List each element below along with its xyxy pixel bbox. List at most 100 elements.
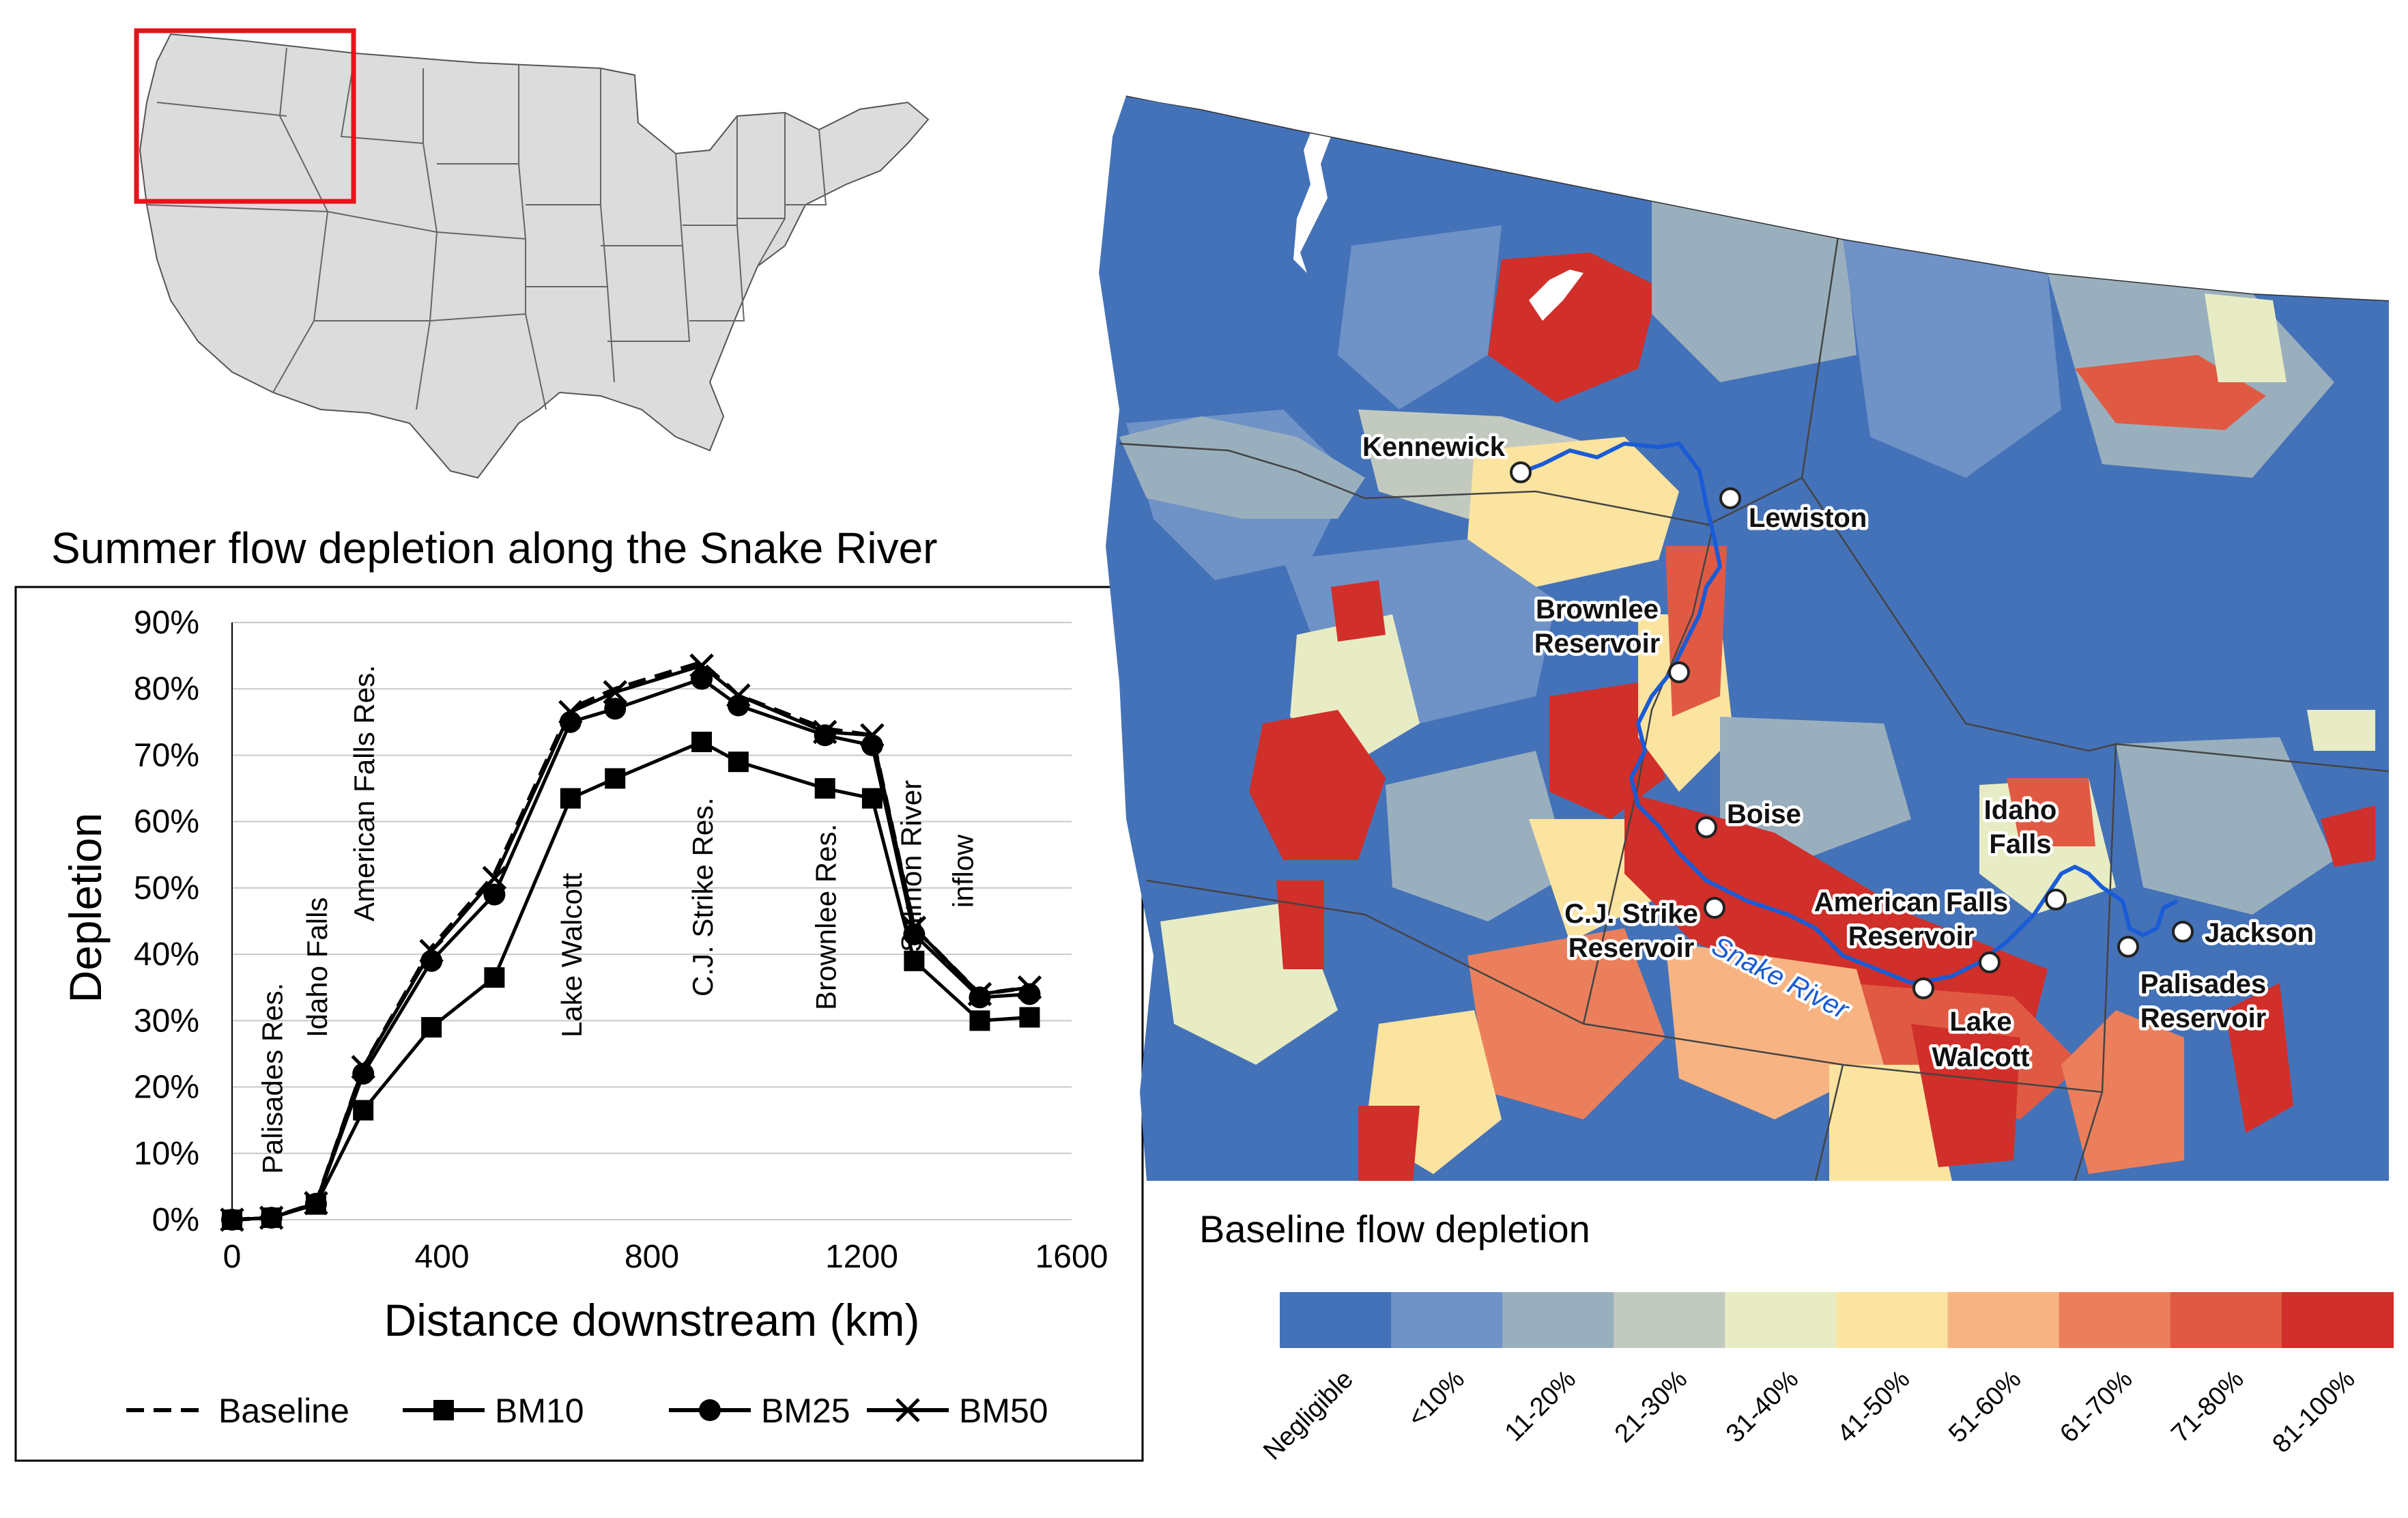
chart-panel-frame: [14, 586, 1144, 1462]
y-tick-label: 80%: [134, 671, 199, 707]
data-point: [421, 1017, 442, 1038]
regional-depletion-map: [1099, 96, 2389, 1181]
patch-red-north: [1488, 253, 1659, 403]
color-swatch: [2170, 1292, 2282, 1348]
data-point: [726, 683, 751, 708]
event-label: C.J. Strike Res.: [687, 797, 719, 997]
legend-entry: Baseline: [218, 1392, 349, 1430]
patch-71-80-idaho-falls: [2007, 778, 2095, 846]
data-point: [304, 1190, 328, 1216]
place-label: American Falls: [1814, 887, 2009, 917]
place-dot: [1979, 951, 2001, 973]
map-border-mt-wy: [2115, 743, 2389, 773]
x-tick-label: 1200: [825, 1239, 898, 1275]
place-cj_strike: C.J. Strike Reservoir: [1562, 896, 1725, 966]
y-tick-label: 70%: [134, 737, 199, 773]
data-point: [969, 986, 991, 1009]
puget-sound-water: [1293, 116, 1331, 273]
color-category-label: <10%: [1403, 1365, 1470, 1433]
color-swatch: [1725, 1292, 1837, 1348]
x-tick-label: 800: [625, 1239, 679, 1275]
legend-entry: BM25: [761, 1392, 850, 1430]
data-point: [967, 982, 992, 1007]
legend-marker: [699, 1399, 721, 1421]
color-swatch: [1391, 1292, 1504, 1348]
place-boise: Boise: [1695, 797, 1804, 838]
place-label: Idaho: [1984, 795, 2057, 825]
patch-31-40-montana-east: [2205, 293, 2287, 382]
place-label: Jackson: [2205, 918, 2314, 948]
data-point: [353, 1100, 374, 1121]
patch-11-20-wyoming: [2116, 737, 2334, 915]
patch-lt10-north: [1338, 225, 1502, 410]
color-swatch: [1280, 1292, 1392, 1348]
us-map-outline: [139, 33, 930, 479]
data-point: [902, 915, 927, 940]
color-category-label: 61-70%: [2054, 1365, 2138, 1448]
place-dot: [2117, 936, 2139, 958]
color-category-label: 81-100%: [2267, 1365, 2361, 1459]
patch-red-wyoming-east: [2321, 805, 2375, 867]
place-lewiston: Lewiston: [1719, 487, 1870, 536]
data-point: [903, 923, 926, 945]
event-label: Palisades Res.: [257, 983, 289, 1174]
data-point: [1019, 1007, 1040, 1028]
data-point: [483, 883, 506, 906]
place-dot: [2172, 921, 2194, 943]
map-border-id-wy: [2101, 743, 2117, 1093]
data-point: [259, 1205, 284, 1230]
color-category-label: 41-50%: [1832, 1365, 1915, 1448]
chart-gridlines: [231, 622, 1072, 1220]
patch-61-70-south: [1467, 928, 1665, 1119]
place-american_falls: American Falls Reservoir: [1811, 885, 2011, 973]
color-category-label: 11-20%: [1500, 1365, 1581, 1447]
patch-41-50-west-idaho: [1529, 819, 1652, 942]
place-kennewick: Kennewick: [1360, 429, 1532, 483]
y-tick-label: 20%: [134, 1070, 199, 1106]
place-jackson: Jackson: [2172, 915, 2317, 951]
data-point: [814, 778, 835, 799]
data-point: [1017, 975, 1042, 1000]
y-tick-label: 10%: [134, 1136, 199, 1172]
patch-red-nevada: [1276, 880, 1324, 969]
map-border-wa-or: [1119, 442, 1714, 527]
color-swatch: [1947, 1292, 2060, 1348]
place-label: Reservoir: [1534, 629, 1661, 659]
depletion-line-chart: 0% 10% 20% 30% 40% 50% 60% 70% 80% 90% 0 400 800 120…: [14, 586, 1144, 1462]
data-point: [812, 719, 837, 745]
y-tick-label: 60%: [134, 804, 199, 840]
place-label: Kennewick: [1362, 432, 1506, 462]
chart-y-tick-labels: 0% 10% 20% 30% 40% 50% 60% 70% 80% 90%: [134, 605, 199, 1238]
color-swatch: [1614, 1292, 1726, 1348]
legend-entry: BM10: [495, 1392, 584, 1430]
map-place-markers: Kennewick Lewiston Brownlee Reservoir Boise C…: [1360, 429, 2317, 1076]
data-point: [603, 680, 627, 704]
data-point: [558, 700, 583, 725]
y-tick-label: 50%: [134, 870, 199, 906]
color-swatch: [2281, 1292, 2394, 1348]
color-category-label: 71-80%: [2166, 1365, 2249, 1448]
patch-31-40-wyoming: [2307, 710, 2375, 751]
patch-red-ontario: [1549, 683, 1665, 819]
place-lake_walcott: Lake Walcott: [1912, 977, 2033, 1076]
data-point: [351, 1055, 375, 1080]
patch-11-20-columbia: [1119, 416, 1365, 519]
place-label: Brownlee: [1536, 595, 1659, 625]
snake-river-line: [1519, 442, 2179, 985]
data-point: [691, 732, 713, 752]
color-category-label: Negligible: [1258, 1365, 1359, 1466]
place-dot: [1668, 661, 1690, 683]
event-label: Idaho Falls: [301, 898, 333, 1037]
color-swatch: [2059, 1292, 2171, 1348]
us-state-borders: [146, 47, 827, 410]
map-border-id-mt: [1801, 477, 2117, 752]
x-tick-label: 0: [223, 1239, 242, 1275]
place-label: Lewiston: [1749, 503, 1867, 533]
data-point: [560, 788, 581, 809]
place-label: Palisades: [2140, 969, 2267, 999]
us-overview-map: [134, 28, 930, 479]
y-tick-label: 40%: [134, 936, 199, 973]
y-tick-label: 90%: [134, 605, 199, 641]
event-label: inflow: [947, 834, 979, 908]
y-tick-label: 0%: [152, 1202, 199, 1238]
